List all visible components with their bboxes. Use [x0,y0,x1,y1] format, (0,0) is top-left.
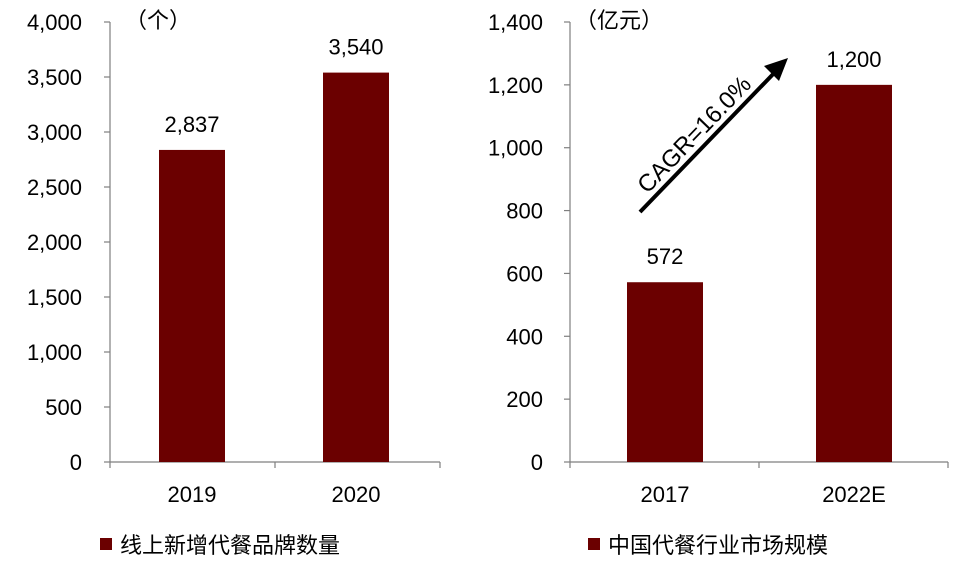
cagr-annotation: CAGR=16.0% [632,71,757,199]
legend-swatch [100,538,112,550]
cagr-arrow-line [638,67,780,214]
y-tick-label: 800 [506,199,543,224]
y-tick-label: 200 [506,387,543,412]
y-tick-label: 3,000 [27,120,82,145]
legend-label: 线上新增代餐品牌数量 [120,534,340,559]
y-tick-label: 1,000 [488,136,543,161]
data-label: 3,540 [328,35,383,60]
y-tick-label: 600 [506,261,543,286]
y-tick-label: 1,500 [27,285,82,310]
x-tick-label: 2017 [641,482,690,507]
legend-swatch [588,538,600,550]
y-tick-label: 4,000 [27,10,82,35]
data-label: 1,200 [826,47,881,72]
y-tick-label: 0 [70,450,82,475]
unit-label: （亿元） [575,9,663,34]
bar [159,149,225,462]
y-tick-label: 2,500 [27,175,82,200]
y-tick-label: 500 [45,395,82,420]
x-tick-label: 2020 [332,482,381,507]
unit-label: （个） [125,9,191,34]
y-tick-label: 2,000 [27,230,82,255]
y-tick-label: 400 [506,324,543,349]
cagr-arrowhead [764,58,788,81]
right-chart: 0 200 400 600 800 1,000 1,200 1,400 （亿元） 572 2017 1… [488,9,949,559]
bar [816,84,892,462]
y-tick-label: 1,400 [488,10,543,35]
y-tick-label: 3,500 [27,65,82,90]
x-tick-label: 2019 [168,482,217,507]
data-label: 2,837 [164,112,219,137]
left-chart: 0 500 1,000 1,500 2,000 2,500 3,000 3,500 4,000 （… [27,9,441,559]
y-tick-label: 1,000 [27,340,82,365]
y-tick-label: 1,200 [488,73,543,98]
bar [323,72,389,462]
legend-label: 中国代餐行业市场规模 [608,534,828,559]
bar [627,282,703,462]
y-tick-label: 0 [531,450,543,475]
x-tick-label: 2022E [822,482,886,507]
data-label: 572 [647,244,684,269]
